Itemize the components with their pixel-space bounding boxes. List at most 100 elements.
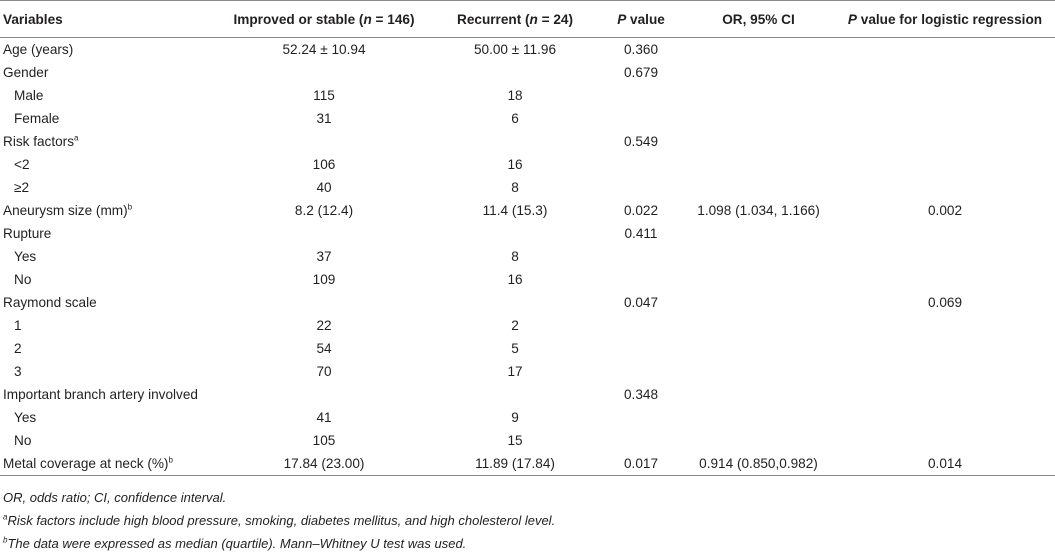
table-row: ≥2 40 8 <box>0 176 1055 199</box>
cell-improved: 37 <box>316 249 332 264</box>
row-label-text: ≥2 <box>14 180 30 195</box>
row-label: 1 <box>0 314 218 337</box>
row-label: Raymond scale <box>0 291 218 314</box>
table-row: 2 54 5 <box>0 337 1055 360</box>
table-row: Age (years) 52.24 ± 10.94 50.00 ± 11.96 0.3… <box>0 38 1055 62</box>
cell-p-value: 0.360 <box>623 42 659 57</box>
cell-recurrent: 8 <box>511 249 519 264</box>
cell-p-logistic <box>835 222 1055 245</box>
cell-or-ci <box>682 291 835 314</box>
cell-improved: 115 <box>313 88 335 103</box>
cell-p-logistic <box>835 130 1055 153</box>
cell-recurrent: 9 <box>511 410 519 425</box>
row-label-text: 2 <box>14 341 22 356</box>
row-label: Aneurysm size (mm)b <box>0 199 218 222</box>
row-label: ≥2 <box>0 176 218 199</box>
cell-improved <box>218 130 430 153</box>
cell-recurrent: 11.89 (17.84) <box>430 452 600 476</box>
cell-p-value <box>600 360 682 383</box>
cell-improved <box>218 61 430 84</box>
cell-recurrent <box>430 130 600 153</box>
table-row: No 109 16 <box>0 268 1055 291</box>
row-label-text: Age (years) <box>3 42 74 57</box>
cell-recurrent: 2 <box>511 318 519 333</box>
row-label: Male <box>0 84 218 107</box>
cell-or-ci <box>682 268 835 291</box>
row-label-text: Metal coverage at neck (%) <box>3 456 169 471</box>
cell-improved: 41 <box>316 410 332 425</box>
row-label-text: Aneurysm size (mm) <box>3 203 128 218</box>
results-table: Variables Improved or stable (n = 146) R… <box>0 0 1055 476</box>
cell-recurrent <box>430 291 600 314</box>
row-label-text: No <box>14 272 32 287</box>
cell-p-logistic <box>835 84 1055 107</box>
cell-p-value <box>600 429 682 452</box>
row-label: Metal coverage at neck (%)b <box>0 452 218 476</box>
row-label: No <box>0 268 218 291</box>
cell-p-value: 0.411 <box>624 226 658 241</box>
cell-p-value: 0.022 <box>623 203 659 218</box>
cell-recurrent: 6 <box>511 111 519 126</box>
row-label: Age (years) <box>0 38 218 62</box>
cell-recurrent: 5 <box>511 341 519 356</box>
cell-recurrent <box>430 61 600 84</box>
footnote-abbreviations: OR, odds ratio; CI, confidence interval. <box>3 490 227 505</box>
cell-improved: 17.84 (23.00) <box>218 452 430 476</box>
row-label-text: No <box>14 433 32 448</box>
cell-p-logistic <box>835 107 1055 130</box>
header-row: Variables Improved or stable (n = 146) R… <box>0 0 1055 38</box>
cell-p-logistic <box>835 360 1055 383</box>
row-label: Important branch artery involved <box>0 383 218 406</box>
cell-recurrent: 16 <box>507 272 523 287</box>
cell-p-value: 0.549 <box>623 134 659 149</box>
cell-p-logistic <box>835 406 1055 429</box>
table-footnotes: OR, odds ratio; CI, confidence interval.… <box>0 486 1055 555</box>
cell-recurrent: 11.4 (15.3) <box>482 203 548 218</box>
cell-or-ci <box>682 337 835 360</box>
row-label-text: Female <box>14 111 60 126</box>
cell-p-value <box>600 84 682 107</box>
cell-or-ci: 1.098 (1.034, 1.166) <box>697 203 820 218</box>
header-improved: Improved or stable (n = 146) <box>218 0 430 38</box>
row-label-text: Yes <box>14 410 37 425</box>
table-row: Risk factorsa 0.549 <box>0 130 1055 153</box>
cell-recurrent: 18 <box>507 88 523 103</box>
cell-recurrent <box>430 383 600 406</box>
cell-recurrent: 17 <box>507 364 523 379</box>
row-label: Yes <box>0 245 218 268</box>
cell-recurrent <box>430 222 600 245</box>
cell-recurrent: 15 <box>507 433 523 448</box>
table-row: Gender 0.679 <box>0 61 1055 84</box>
cell-or-ci <box>682 107 835 130</box>
cell-p-logistic <box>835 245 1055 268</box>
table-row: <2 106 16 <box>0 153 1055 176</box>
cell-or-ci <box>682 84 835 107</box>
cell-p-logistic <box>835 153 1055 176</box>
row-label: Gender <box>0 61 218 84</box>
header-p-value: P value <box>600 0 682 38</box>
row-label-text: Raymond scale <box>3 295 97 310</box>
cell-p-logistic: 0.002 <box>927 203 963 218</box>
cell-or-ci <box>682 153 835 176</box>
cell-or-ci <box>682 406 835 429</box>
cell-p-value <box>600 176 682 199</box>
row-label: 2 <box>0 337 218 360</box>
cell-or-ci <box>682 245 835 268</box>
footnote-marker: b <box>127 202 133 212</box>
row-label: Risk factorsa <box>0 130 218 153</box>
table-row: No 105 15 <box>0 429 1055 452</box>
cell-or-ci <box>682 429 835 452</box>
cell-recurrent: 16 <box>507 157 523 172</box>
cell-or-ci <box>682 360 835 383</box>
cell-p-value: 0.017 <box>600 452 682 476</box>
cell-p-value: 0.679 <box>623 65 659 80</box>
row-label: Female <box>0 107 218 130</box>
cell-p-logistic <box>835 337 1055 360</box>
cell-or-ci: 0.914 (0.850,0.982) <box>682 452 835 476</box>
table-row: Yes 37 8 <box>0 245 1055 268</box>
cell-improved: 70 <box>316 364 332 379</box>
cell-recurrent: 8 <box>511 180 519 195</box>
footnote-b: bThe data were expressed as median (quar… <box>3 532 1055 555</box>
cell-improved: 31 <box>316 111 332 126</box>
cell-p-value <box>600 107 682 130</box>
